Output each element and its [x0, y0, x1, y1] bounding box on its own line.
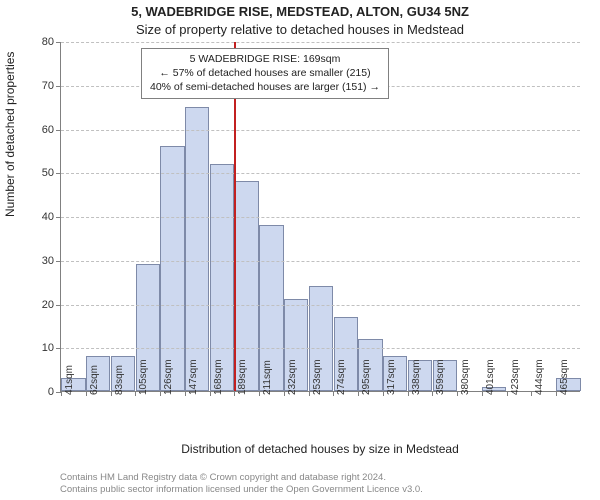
- x-tick-mark: [333, 391, 334, 396]
- y-tick-mark: [56, 42, 61, 43]
- credits: Contains HM Land Registry data © Crown c…: [60, 472, 580, 496]
- y-tick-mark: [56, 130, 61, 131]
- y-tick-label: 70: [14, 80, 54, 92]
- y-tick-label: 60: [14, 124, 54, 136]
- x-tick-label: 168sqm: [213, 359, 224, 395]
- callout-line-1: 5 WADEBRIDGE RISE: 169sqm: [150, 52, 380, 66]
- x-tick-label: 338sqm: [411, 359, 422, 395]
- x-tick-mark: [309, 391, 310, 396]
- chart-container: 5, WADEBRIDGE RISE, MEDSTEAD, ALTON, GU3…: [0, 0, 600, 500]
- credits-line-1: Contains HM Land Registry data © Crown c…: [60, 472, 580, 484]
- x-tick-label: 317sqm: [386, 359, 397, 395]
- x-tick-mark: [482, 391, 483, 396]
- x-tick-mark: [457, 391, 458, 396]
- y-tick-label: 10: [14, 342, 54, 354]
- y-tick-mark: [56, 173, 61, 174]
- x-tick-mark: [556, 391, 557, 396]
- x-tick-label: 232sqm: [287, 359, 298, 395]
- x-tick-label: 253sqm: [312, 359, 323, 395]
- x-tick-mark: [259, 391, 260, 396]
- gridline: [61, 217, 580, 218]
- y-tick-mark: [56, 348, 61, 349]
- x-tick-mark: [160, 391, 161, 396]
- x-tick-label: 444sqm: [534, 359, 545, 395]
- x-tick-mark: [111, 391, 112, 396]
- chart-title-address: 5, WADEBRIDGE RISE, MEDSTEAD, ALTON, GU3…: [0, 4, 600, 19]
- x-tick-label: 105sqm: [138, 359, 149, 395]
- plot-area: 41sqm 62sqm 83sqm 105sqm 126sqm 147sqm 168sqm 1…: [60, 42, 580, 392]
- y-tick-label: 50: [14, 167, 54, 179]
- marker-callout: 5 WADEBRIDGE RISE: 169sqm← 57% of detach…: [141, 48, 389, 99]
- y-tick-label: 0: [14, 386, 54, 398]
- y-tick-label: 20: [14, 299, 54, 311]
- y-tick-label: 80: [14, 36, 54, 48]
- gridline: [61, 348, 580, 349]
- x-tick-mark: [234, 391, 235, 396]
- x-tick-label: 380sqm: [460, 359, 471, 395]
- credits-line-2: Contains public sector information licen…: [60, 484, 580, 496]
- gridline: [61, 42, 580, 43]
- x-tick-mark: [358, 391, 359, 396]
- x-tick-mark: [383, 391, 384, 396]
- x-tick-mark: [507, 391, 508, 396]
- x-tick-label: 62sqm: [89, 365, 100, 395]
- x-tick-mark: [284, 391, 285, 396]
- x-tick-mark: [531, 391, 532, 396]
- x-tick-label: 83sqm: [114, 365, 125, 395]
- x-tick-mark: [408, 391, 409, 396]
- x-tick-mark: [210, 391, 211, 396]
- gridline: [61, 305, 580, 306]
- gridline: [61, 130, 580, 131]
- y-tick-mark: [56, 305, 61, 306]
- histogram-bar: [160, 146, 184, 391]
- callout-line-2: ← 57% of detached houses are smaller (21…: [150, 66, 380, 80]
- y-tick-mark: [56, 261, 61, 262]
- x-tick-label: 274sqm: [336, 359, 347, 395]
- x-tick-label: 147sqm: [188, 359, 199, 395]
- x-tick-mark: [86, 391, 87, 396]
- histogram-bar: [210, 164, 234, 392]
- x-tick-label: 41sqm: [64, 365, 75, 395]
- y-tick-mark: [56, 86, 61, 87]
- x-axis-label: Distribution of detached houses by size …: [60, 442, 580, 456]
- x-tick-label: 189sqm: [237, 359, 248, 395]
- gridline: [61, 261, 580, 262]
- y-tick-mark: [56, 217, 61, 218]
- gridline: [61, 173, 580, 174]
- x-tick-label: 359sqm: [435, 359, 446, 395]
- x-tick-mark: [432, 391, 433, 396]
- x-tick-label: 295sqm: [361, 359, 372, 395]
- x-tick-mark: [61, 391, 62, 396]
- x-tick-mark: [135, 391, 136, 396]
- x-tick-mark: [185, 391, 186, 396]
- callout-line-3: 40% of semi-detached houses are larger (…: [150, 80, 380, 94]
- y-tick-label: 40: [14, 211, 54, 223]
- x-tick-label: 465sqm: [559, 359, 570, 395]
- chart-subtitle: Size of property relative to detached ho…: [0, 22, 600, 37]
- y-tick-label: 30: [14, 255, 54, 267]
- x-tick-label: 401sqm: [485, 359, 496, 395]
- x-tick-label: 211sqm: [262, 360, 273, 395]
- x-tick-label: 423sqm: [510, 359, 521, 395]
- x-tick-label: 126sqm: [163, 359, 174, 395]
